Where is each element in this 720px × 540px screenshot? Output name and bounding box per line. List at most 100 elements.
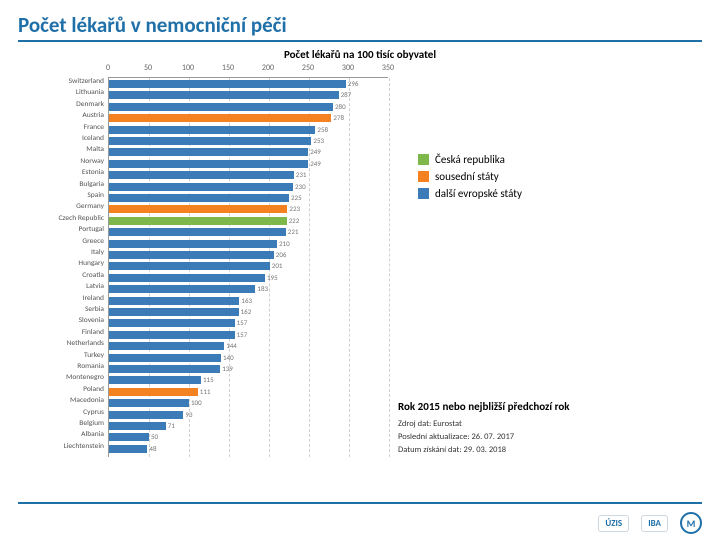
legend-swatch	[418, 171, 429, 182]
bar	[109, 183, 293, 191]
bar	[109, 194, 289, 202]
footer-logos: ÚZIS IBA M	[598, 512, 702, 534]
bar-value: 163	[239, 297, 252, 305]
bar	[109, 91, 339, 99]
country-label: Bulgaria	[79, 181, 104, 189]
country-label: Germany	[76, 203, 104, 211]
bar	[109, 376, 201, 384]
bar-value: 280	[333, 103, 346, 111]
bar	[109, 342, 224, 350]
bar-value: 249	[308, 160, 321, 168]
bar	[109, 445, 147, 453]
bar-value: 278	[331, 114, 344, 122]
country-label: Croatia	[82, 272, 104, 280]
logo-mu: M	[680, 512, 702, 534]
bar	[109, 262, 270, 270]
bar-value: 157	[235, 331, 248, 339]
x-tick: 0	[106, 63, 110, 73]
legend-swatch	[418, 188, 429, 199]
bar-value: 93	[183, 411, 192, 419]
legend-item: Česká republika	[418, 153, 702, 166]
bar-value: 231	[294, 171, 307, 179]
country-label: Albania	[81, 431, 104, 439]
country-label: France	[84, 124, 104, 132]
country-label: Cyprus	[83, 409, 104, 417]
bar-value: 115	[201, 376, 214, 384]
gridline	[309, 78, 310, 457]
gridline	[389, 78, 390, 457]
country-label: Italy	[91, 249, 104, 257]
bar-value: 249	[308, 148, 321, 156]
country-label: Switzerland	[69, 78, 104, 86]
country-label: Denmark	[76, 101, 104, 109]
note-retrieved: Datum získání dat: 29. 03. 2018	[398, 445, 702, 455]
bar	[109, 285, 255, 293]
bar-value: 201	[270, 262, 283, 270]
country-label: Portugal	[79, 226, 104, 234]
country-label: Lithuania	[76, 89, 104, 97]
bar-chart: 050100150200250300350 296287280278258253…	[28, 63, 398, 463]
country-label: Macedonia	[70, 397, 104, 405]
country-label: Greece	[82, 238, 104, 246]
bar	[109, 308, 239, 316]
bar-value: 222	[287, 217, 300, 225]
country-label: Iceland	[82, 135, 104, 143]
country-label: Slovenia	[79, 317, 104, 325]
bar	[109, 148, 308, 156]
bar	[109, 171, 294, 179]
footer-rule	[18, 502, 702, 504]
bar	[109, 354, 221, 362]
bar-value: 258	[315, 126, 328, 134]
bar	[109, 331, 235, 339]
country-label: Estonia	[82, 169, 104, 177]
bar	[109, 274, 265, 282]
note-year: Rok 2015 nebo nejbližší předchozí rok	[398, 400, 702, 413]
country-label: Latvia	[86, 283, 104, 291]
note-updated: Poslední aktualizace: 26. 07. 2017	[398, 432, 702, 442]
country-label: Belgium	[79, 420, 104, 428]
bar	[109, 126, 315, 134]
bar	[109, 433, 149, 441]
country-label: Netherlands	[67, 340, 104, 348]
country-label: Finland	[82, 329, 104, 337]
logo-uzis: ÚZIS	[598, 515, 629, 532]
bar	[109, 103, 333, 111]
plot-area: 2962872802782582532492492312302252232222…	[108, 77, 388, 457]
bar	[109, 251, 274, 259]
x-tick: 350	[382, 63, 394, 73]
bar-value: 71	[166, 422, 175, 430]
legend-label: další evropské státy	[435, 187, 522, 200]
country-label: Poland	[83, 386, 104, 394]
country-label: Spain	[87, 192, 104, 200]
country-label: Montenegro	[66, 374, 104, 382]
country-label: Austria	[82, 112, 104, 120]
bar-value: 48	[147, 445, 156, 453]
country-label: Turkey	[84, 352, 104, 360]
bar-value: 162	[239, 308, 252, 316]
legend-label: Česká republika	[435, 153, 505, 166]
bar	[109, 411, 183, 419]
bar-value: 223	[287, 205, 300, 213]
bar-value: 50	[149, 433, 158, 441]
country-label: Serbia	[85, 306, 104, 314]
notes: Rok 2015 nebo nejbližší předchozí rok Zd…	[398, 400, 702, 458]
x-tick: 250	[302, 63, 314, 73]
bar-value: 287	[339, 91, 352, 99]
page-title: Počet lékařů v nemocniční péči	[18, 12, 702, 38]
country-label: Malta	[86, 146, 104, 154]
x-tick: 50	[144, 63, 152, 73]
bar-value: 221	[286, 228, 299, 236]
y-labels: Switzerland Lithuania Denmark Austria France…	[28, 77, 106, 457]
x-tick: 150	[222, 63, 234, 73]
gridline	[349, 78, 350, 457]
x-tick: 100	[182, 63, 194, 73]
x-axis: 050100150200250300350	[108, 63, 388, 77]
x-tick: 200	[262, 63, 274, 73]
note-source: Zdroj dat: Eurostat	[398, 419, 702, 429]
bar-value: 144	[224, 342, 237, 350]
bar	[109, 399, 189, 407]
bar	[109, 388, 198, 396]
bar	[109, 137, 311, 145]
bar-value: 225	[289, 194, 302, 202]
country-label: Hungary	[78, 260, 104, 268]
